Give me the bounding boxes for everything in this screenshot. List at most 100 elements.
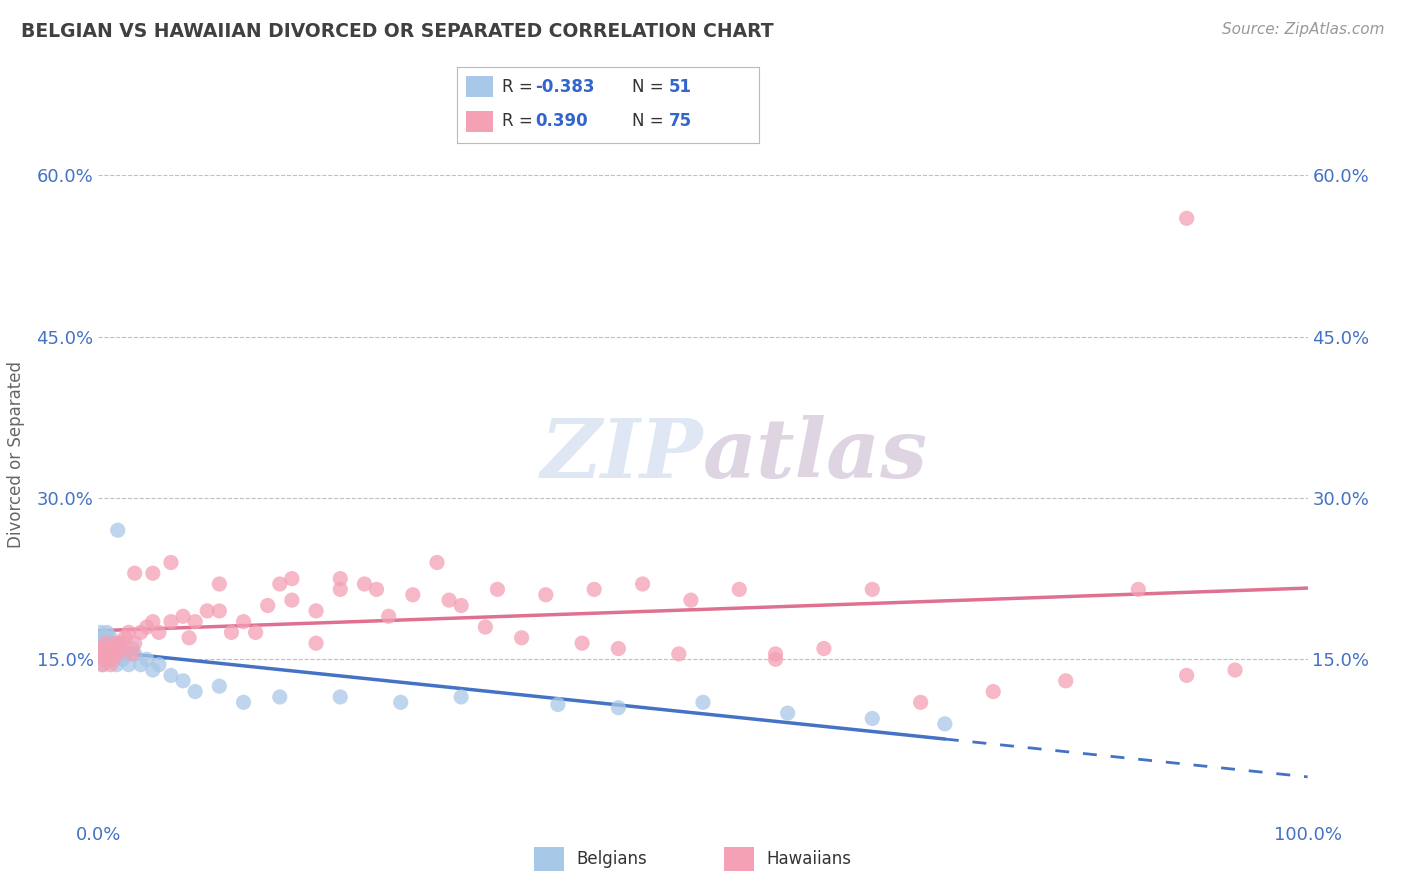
Point (107, 523, 129, 537)
Point (91, 631, 114, 645)
Point (172, 609, 194, 624)
Point (1175, 211, 1198, 226)
Point (728, 582, 751, 597)
Point (100, 641, 122, 656)
Point (437, 593, 460, 607)
Point (245, 625, 267, 640)
Point (118, 657, 141, 672)
Point (765, 647, 787, 661)
Point (366, 582, 388, 597)
Point (692, 695, 714, 709)
Point (179, 631, 201, 645)
Text: atlas: atlas (703, 415, 928, 495)
Point (142, 615, 165, 629)
Point (114, 647, 136, 661)
Point (232, 695, 254, 709)
Point (534, 588, 557, 602)
Point (135, 620, 157, 634)
Point (934, 716, 956, 731)
Text: N =: N = (633, 78, 669, 95)
Point (91, 647, 114, 661)
Point (108, 636, 131, 650)
Point (93, 647, 115, 661)
Point (101, 652, 124, 666)
Text: 51: 51 (669, 78, 692, 95)
Point (90, 625, 112, 640)
Point (281, 572, 304, 586)
Point (98, 641, 121, 656)
Point (100, 657, 122, 672)
Point (668, 647, 690, 661)
Point (195, 604, 218, 618)
Point (91, 641, 114, 656)
Point (96, 636, 118, 650)
Point (1054, 673, 1077, 688)
Point (129, 625, 152, 640)
Point (474, 620, 496, 634)
Text: Source: ZipAtlas.com: Source: ZipAtlas.com (1222, 22, 1385, 37)
Point (90, 641, 112, 656)
Text: N =: N = (633, 112, 669, 130)
Point (90, 641, 112, 656)
Point (91, 647, 114, 661)
Point (208, 679, 231, 693)
Point (129, 657, 152, 672)
Point (281, 593, 304, 607)
Text: R =: R = (502, 78, 538, 95)
Point (97, 647, 120, 661)
Point (208, 577, 231, 591)
Point (103, 652, 125, 666)
Point (172, 673, 194, 688)
Point (450, 599, 472, 613)
Point (96, 647, 118, 661)
Point (160, 668, 183, 682)
Point (108, 641, 131, 656)
Point (221, 625, 243, 640)
Point (269, 577, 291, 591)
Point (111, 652, 134, 666)
Point (329, 690, 352, 704)
Point (124, 566, 146, 581)
Point (329, 582, 352, 597)
Y-axis label: Divorced or Separated: Divorced or Separated (7, 361, 25, 549)
FancyBboxPatch shape (465, 76, 494, 97)
Point (103, 647, 125, 661)
Point (1128, 582, 1150, 597)
Point (679, 593, 702, 607)
Point (860, 711, 883, 725)
Point (353, 577, 375, 591)
Point (148, 625, 170, 640)
Point (583, 582, 606, 597)
Point (1175, 668, 1198, 682)
Point (305, 604, 328, 618)
Point (232, 615, 254, 629)
Point (776, 706, 799, 720)
Point (142, 663, 165, 677)
FancyBboxPatch shape (534, 847, 564, 871)
Point (89, 647, 111, 661)
Point (96, 625, 118, 640)
Text: Belgians: Belgians (576, 849, 647, 868)
Point (160, 615, 183, 629)
Point (114, 631, 136, 645)
Text: Hawaiians: Hawaiians (766, 849, 851, 868)
Point (910, 695, 932, 709)
Point (571, 636, 593, 650)
Point (607, 700, 630, 714)
Point (105, 657, 128, 672)
Point (91, 657, 114, 672)
Point (93, 636, 115, 650)
Point (426, 556, 449, 570)
Point (97, 636, 120, 650)
Text: ZIP: ZIP (540, 415, 703, 495)
Text: 0.390: 0.390 (536, 112, 588, 130)
Point (121, 641, 143, 656)
Point (124, 647, 146, 661)
Point (402, 588, 425, 602)
Point (1223, 663, 1246, 677)
Point (124, 636, 146, 650)
Point (148, 657, 170, 672)
Point (121, 647, 143, 661)
Point (91, 657, 114, 672)
Text: R =: R = (502, 112, 544, 130)
